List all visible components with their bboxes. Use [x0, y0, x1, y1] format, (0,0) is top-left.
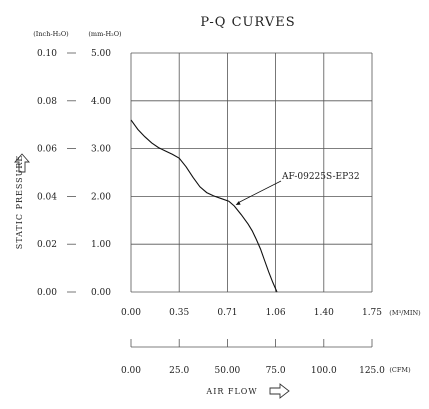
y-axis-title: STATIC PRESSURE — [15, 155, 24, 250]
x-tick-label-m3: 0.00 — [121, 308, 141, 318]
y-tick-label-mm: 1.00 — [91, 240, 111, 250]
series-layer — [130, 119, 278, 293]
x-tick-label-m3: 1.06 — [266, 308, 286, 318]
x-tick-label-cfm: 100.0 — [311, 366, 337, 376]
y-tick-label-inch: 0.04 — [37, 192, 57, 202]
x-unit-secondary: (CFM) — [389, 366, 411, 374]
series-label: AF-09225S-EP32 — [281, 172, 360, 182]
x-tick-label-m3: 1.40 — [314, 308, 334, 318]
y-tick-label-mm: 4.00 — [91, 97, 111, 107]
x-tick-label-m3: 0.35 — [169, 308, 189, 318]
y-tick-label-mm: 2.00 — [91, 192, 111, 202]
series-annotation: AF-09225S-EP32 — [235, 172, 360, 206]
plot-grid — [67, 52, 373, 348]
x-tick-labels: 0.00 0.35 0.71 1.06 1.40 1.75 0.00 25.0 50.00 75.… — [121, 308, 385, 376]
series-line — [130, 119, 278, 293]
annotation-arrowhead-icon — [235, 201, 241, 206]
x-tick-label-cfm: 75.0 — [266, 366, 286, 376]
y-tick-label-inch: 0.06 — [37, 145, 57, 155]
x-unit-primary: (M³/MIN) — [389, 309, 421, 317]
y-unit-left: (Inch-H₂O) — [33, 30, 69, 38]
x-tick-label-cfm: 125.0 — [359, 366, 385, 376]
y-tick-labels: 0.10 0.08 0.06 0.04 0.02 0.00 5.00 4.00 3.00 2.00… — [37, 49, 111, 298]
x-tick-label-cfm: 25.0 — [169, 366, 189, 376]
x-tick-label-cfm: 50.00 — [215, 366, 241, 376]
y-tick-label-inch: 0.00 — [37, 288, 57, 298]
y-tick-label-inch: 0.10 — [37, 49, 57, 59]
annotation-leader-line — [237, 180, 282, 204]
y-axis-arrow-icon — [14, 153, 30, 173]
x-axis-arrow-icon — [269, 383, 290, 399]
x-tick-label-m3: 1.75 — [362, 308, 382, 318]
y-unit-right: (mm-H₂O) — [88, 30, 122, 38]
y-tick-label-inch: 0.02 — [37, 240, 57, 250]
y-tick-label-mm: 0.00 — [91, 288, 111, 298]
x-axis-title: AIR FLOW — [205, 387, 257, 396]
y-tick-label-inch: 0.08 — [37, 97, 57, 107]
x-tick-label-cfm: 0.00 — [121, 366, 141, 376]
y-tick-label-mm: 5.00 — [91, 49, 111, 59]
y-tick-label-mm: 3.00 — [91, 145, 111, 155]
x-tick-label-m3: 0.71 — [217, 308, 237, 318]
chart-title: P-Q CURVES — [200, 15, 295, 30]
